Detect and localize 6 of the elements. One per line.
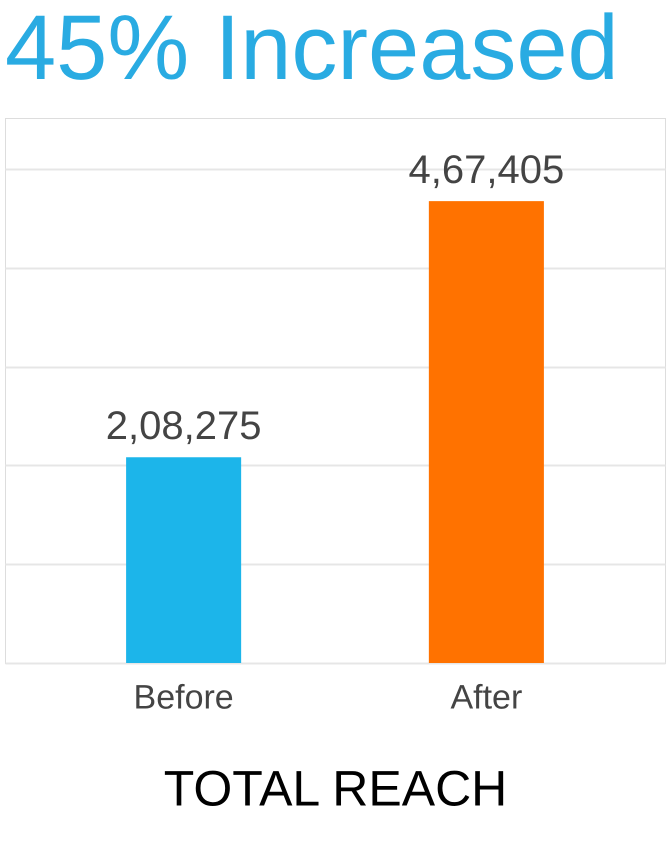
- chart-title: 45% Increased: [5, 0, 619, 99]
- data-label: 4,67,405: [408, 148, 564, 192]
- data-label: 2,08,275: [106, 404, 262, 448]
- x-tick-label: Before: [134, 678, 234, 716]
- x-axis-title: TOTAL REACH: [164, 760, 508, 816]
- x-tick-label: After: [450, 678, 522, 716]
